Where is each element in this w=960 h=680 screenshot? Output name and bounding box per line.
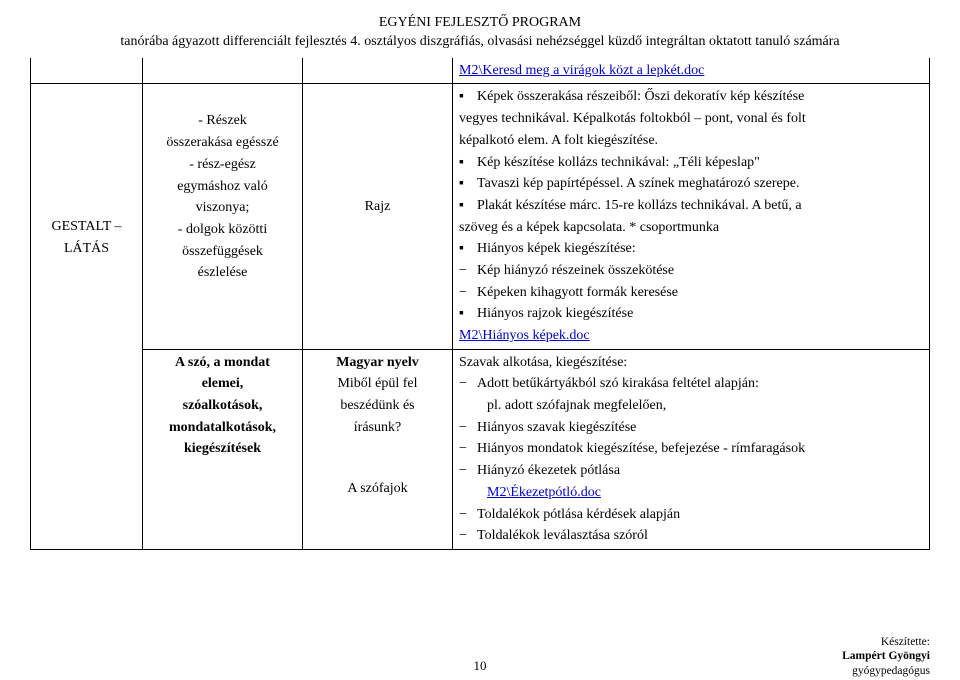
cell-goal: A szó, a mondat elemei, szóalkotások, mo… <box>143 349 303 549</box>
doc-link[interactable]: M2\Keresd meg a virágok közt a lepkét.do… <box>459 63 704 78</box>
cell-subject: Magyar nyelv Miből épül fel beszédünk és… <box>303 349 453 549</box>
cell-subject: Rajz <box>303 84 453 349</box>
cell-activities: Szavak alkotása, kiegészítése: −Adott be… <box>453 349 930 549</box>
table-row: M2\Keresd meg a virágok közt a lepkét.do… <box>31 58 930 84</box>
table-row: GESTALT – LÁTÁS - Részek összerakása egé… <box>31 84 930 349</box>
doc-link[interactable]: M2\Hiányos képek.doc <box>459 328 590 343</box>
cell-topic: GESTALT – LÁTÁS <box>31 84 143 549</box>
cell-activities: ▪Képek összerakása részeiből: Őszi dekor… <box>453 84 930 349</box>
content-table: M2\Keresd meg a virágok közt a lepkét.do… <box>30 58 930 550</box>
header-title: EGYÉNI FEJLESZTŐ PROGRAM <box>30 14 930 33</box>
author-block: Készítette: Lampért Gyöngyi gyógypedagóg… <box>842 635 930 678</box>
page-header: EGYÉNI FEJLESZTŐ PROGRAM tanórába ágyazo… <box>30 14 930 52</box>
header-subtitle: tanórába ágyazott differenciált fejleszt… <box>30 33 930 52</box>
cell-goal: - Részek összerakása egésszé - rész-egés… <box>143 84 303 349</box>
page-number: 10 <box>0 658 960 674</box>
doc-link[interactable]: M2\Ékezetpótló.doc <box>487 485 601 500</box>
table-row: A szó, a mondat elemei, szóalkotások, mo… <box>31 349 930 549</box>
cell-prevlink: M2\Keresd meg a virágok közt a lepkét.do… <box>453 58 930 84</box>
